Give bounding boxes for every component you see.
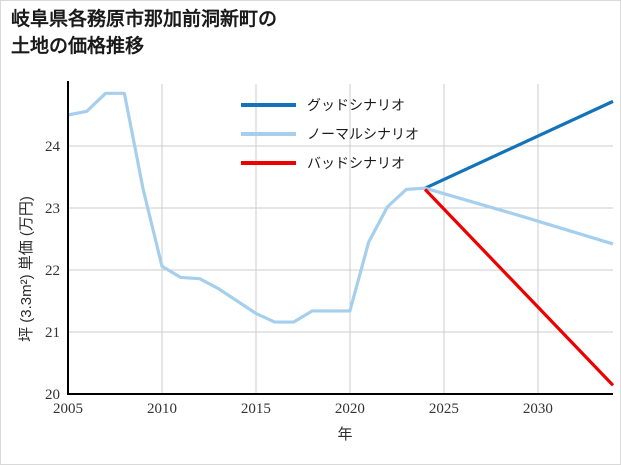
y-tick-label: 22 xyxy=(45,263,60,279)
legend-label: ノーマルシナリオ xyxy=(307,126,419,142)
series-line xyxy=(67,91,614,324)
y-tick-label: 21 xyxy=(45,325,60,341)
page-title: 岐阜県各務原市那加前洞新町の 土地の価格推移 xyxy=(11,9,278,57)
x-tick-label: 2005 xyxy=(53,401,83,417)
x-tick-label: 2020 xyxy=(335,401,365,417)
y-tick-label: 24 xyxy=(45,139,61,155)
x-tick-label: 2015 xyxy=(241,401,271,417)
x-tick-label: 2025 xyxy=(429,401,459,417)
series-lines xyxy=(67,91,615,387)
series-line xyxy=(423,188,615,387)
x-tick-label: 2030 xyxy=(523,401,553,417)
y-tick-label: 20 xyxy=(45,387,60,403)
legend-label: バッドシナリオ xyxy=(307,155,405,171)
y-tick-label: 23 xyxy=(45,201,60,217)
x-tick-labels: 2005 2010 2015 2020 2025 2030 xyxy=(53,401,553,417)
y-gridlines xyxy=(68,145,613,333)
legend-label: グッドシナリオ xyxy=(307,97,405,113)
axis-spines xyxy=(66,81,613,396)
x-tick-label: 2010 xyxy=(147,401,177,417)
x-axis-title: 年 xyxy=(337,426,352,443)
y-axis-title: 坪 (3.3m²) 単価 (万円) xyxy=(18,196,35,342)
series-line xyxy=(424,99,614,190)
y-tick-labels: 20 21 22 23 24 xyxy=(45,139,61,403)
